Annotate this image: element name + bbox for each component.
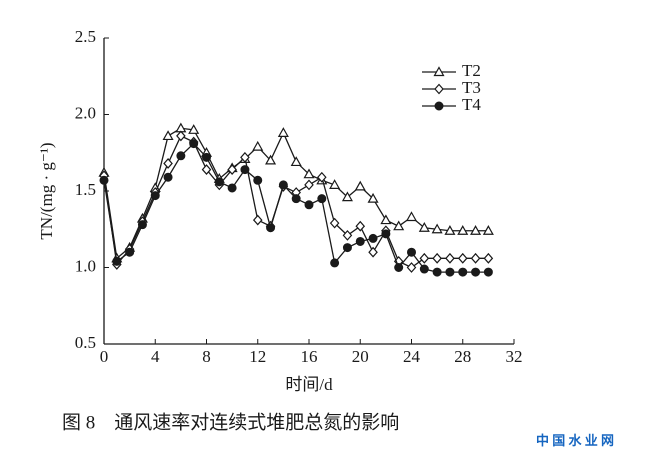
point-marker <box>253 175 263 185</box>
x-tick-label: 28 <box>454 347 471 366</box>
point-marker <box>304 179 314 191</box>
point-marker <box>380 214 392 225</box>
x-tick-label: 4 <box>151 347 160 366</box>
point-marker <box>471 267 481 277</box>
point-marker <box>342 243 352 253</box>
point-marker <box>418 221 430 232</box>
x-axis-label: 时间/d <box>285 375 333 394</box>
point-marker <box>99 175 109 185</box>
y-tick-label: 1.5 <box>75 180 96 199</box>
watermark: 中 国 水 业 网 <box>536 433 614 448</box>
point-marker <box>163 158 173 169</box>
point-marker <box>367 192 379 203</box>
point-marker <box>291 194 301 204</box>
point-marker <box>188 124 200 134</box>
point-marker <box>470 225 482 235</box>
point-marker <box>419 264 429 274</box>
point-marker <box>457 225 469 235</box>
point-marker <box>202 152 211 162</box>
point-marker <box>393 220 405 231</box>
point-marker <box>470 252 481 264</box>
point-marker <box>303 168 315 179</box>
point-marker <box>317 194 327 204</box>
x-tick-label: 16 <box>301 347 318 366</box>
point-marker <box>483 267 493 277</box>
legend-label: T4 <box>462 95 481 114</box>
point-marker <box>252 214 263 226</box>
point-marker <box>405 211 418 222</box>
y-axis-label: TN/(mg · g⁻¹) <box>37 142 56 239</box>
point-marker <box>112 256 122 266</box>
x-tick-label: 20 <box>352 347 369 366</box>
point-marker <box>432 267 442 277</box>
legend-label: T2 <box>462 61 481 80</box>
y-tick-label: 2.5 <box>75 27 96 46</box>
point-marker <box>433 66 445 77</box>
point-marker <box>394 263 404 272</box>
point-marker <box>176 151 186 161</box>
point-marker <box>381 229 391 239</box>
point-marker <box>368 246 378 258</box>
x-tick-label: 8 <box>202 347 211 366</box>
point-marker <box>434 83 444 95</box>
point-marker <box>278 180 288 190</box>
point-marker <box>368 233 378 243</box>
point-marker <box>162 130 174 141</box>
x-tick-label: 12 <box>249 347 266 366</box>
point-marker <box>214 177 224 187</box>
point-marker <box>240 165 250 175</box>
point-marker <box>458 267 468 277</box>
point-marker <box>482 225 494 235</box>
point-marker <box>342 229 353 241</box>
point-marker <box>431 223 443 234</box>
point-marker <box>290 156 302 167</box>
point-marker <box>419 252 430 264</box>
point-marker <box>201 164 212 175</box>
point-marker <box>354 180 366 191</box>
point-marker <box>317 171 327 183</box>
point-marker <box>277 127 289 137</box>
y-tick-label: 2.0 <box>75 103 96 122</box>
y-tick-label: 0.5 <box>75 333 96 352</box>
point-marker <box>434 101 444 111</box>
point-marker <box>266 223 276 233</box>
point-marker <box>189 139 199 149</box>
point-marker <box>227 183 237 193</box>
point-marker <box>137 220 147 230</box>
x-tick-label: 24 <box>403 347 421 366</box>
point-marker <box>457 252 468 264</box>
point-marker <box>252 140 264 151</box>
point-marker <box>445 267 455 277</box>
point-marker <box>432 252 442 264</box>
point-marker <box>330 258 340 268</box>
point-marker <box>483 252 494 264</box>
point-marker <box>163 172 173 182</box>
point-marker <box>304 200 314 210</box>
point-marker <box>445 252 455 264</box>
point-marker <box>329 179 341 189</box>
point-marker <box>176 130 186 142</box>
point-marker <box>355 236 365 246</box>
caption: 图 8 通风速率对连续式堆肥总氮的影响 <box>62 411 399 433</box>
y-tick-label: 1.0 <box>75 256 96 275</box>
legend-label: T3 <box>462 78 481 97</box>
point-marker <box>240 151 250 163</box>
point-marker <box>407 247 416 257</box>
point-marker <box>227 164 237 175</box>
point-marker <box>406 262 417 273</box>
point-marker <box>355 220 366 232</box>
point-marker <box>265 154 277 165</box>
point-marker <box>125 247 135 257</box>
point-marker <box>444 225 456 235</box>
point-marker <box>329 217 340 229</box>
point-marker <box>150 191 160 201</box>
x-tick-label: 32 <box>506 347 523 366</box>
point-marker <box>341 191 353 202</box>
x-tick-label: 0 <box>100 347 109 366</box>
